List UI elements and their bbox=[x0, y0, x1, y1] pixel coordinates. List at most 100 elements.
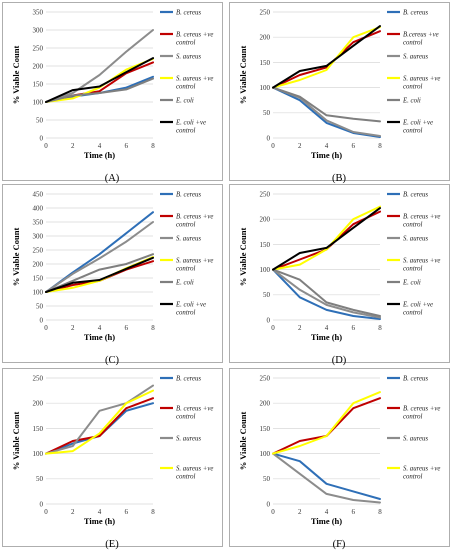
legend-label: B. cereus +ve bbox=[176, 214, 213, 221]
y-tick-label: 50 bbox=[263, 109, 271, 117]
legend-label: B. cereus bbox=[176, 192, 201, 199]
chart-panel: 0 50 100 150 200 250 0 2 4 6 8 Time (h) % Viable Cou… bbox=[229, 368, 450, 547]
legend-label: S. aureus +ve bbox=[176, 76, 213, 83]
legend-label: S. aureus +ve bbox=[403, 466, 440, 473]
y-tick-label: 150 bbox=[260, 59, 271, 67]
y-tick-label: 200 bbox=[260, 400, 271, 408]
legend-label: E. coli bbox=[402, 280, 421, 287]
x-tick-label: 6 bbox=[352, 508, 356, 516]
y-tick-label: 50 bbox=[36, 475, 44, 483]
legend-label: S. aureus bbox=[176, 54, 201, 61]
y-tick-label: 100 bbox=[260, 450, 271, 458]
chart-panel: 0 50 100 150 200 250 0 2 4 6 8 Time (h) % Viable Cou… bbox=[2, 368, 223, 547]
legend-label: control bbox=[176, 474, 195, 481]
legend-label: E. coli bbox=[175, 98, 194, 105]
y-tick-label: 200 bbox=[260, 216, 271, 224]
panel-label: (A) bbox=[105, 173, 120, 184]
legend-label: control bbox=[403, 310, 422, 317]
x-tick-label: 4 bbox=[325, 324, 329, 332]
legend-label: control bbox=[403, 414, 422, 421]
y-tick-label: 150 bbox=[33, 274, 44, 282]
series-line bbox=[45, 221, 154, 293]
x-axis-label: Time (h) bbox=[84, 332, 115, 342]
legend-label: control bbox=[403, 128, 422, 135]
legend-label: E. coli bbox=[402, 98, 421, 105]
y-tick-label: 200 bbox=[33, 62, 44, 70]
legend-label: B. cereus bbox=[403, 192, 428, 199]
series-line bbox=[272, 452, 381, 500]
series-line bbox=[272, 26, 381, 89]
chart-panel: 0 50 100 150 200 250 0 2 4 6 8 Time (h) % Viable Cou… bbox=[229, 184, 450, 363]
y-tick-label: 0 bbox=[267, 500, 271, 508]
x-tick-label: 0 bbox=[44, 324, 48, 332]
x-tick-label: 2 bbox=[71, 324, 75, 332]
y-tick-label: 250 bbox=[260, 374, 271, 382]
y-tick-label: 50 bbox=[263, 475, 271, 483]
x-tick-label: 0 bbox=[271, 324, 275, 332]
series-line bbox=[272, 205, 381, 271]
x-tick-label: 6 bbox=[125, 142, 129, 150]
legend-label: control bbox=[176, 128, 195, 135]
series-line bbox=[272, 391, 381, 455]
legend-label: S. aureus bbox=[176, 236, 201, 243]
legend-label: B. cereus bbox=[176, 376, 201, 383]
x-tick-label: 0 bbox=[44, 142, 48, 150]
legend-label: S. aureus bbox=[403, 54, 428, 61]
x-tick-label: 2 bbox=[71, 142, 75, 150]
x-tick-label: 0 bbox=[271, 508, 275, 516]
x-tick-label: 8 bbox=[378, 508, 382, 516]
chart-panel: 0 50 100 150 200 250 300 350 400 450 0 2 4 6 8 Time (h)… bbox=[2, 184, 223, 363]
legend-label: B. cereus +ve bbox=[403, 214, 440, 221]
series-line bbox=[45, 389, 154, 455]
x-tick-label: 8 bbox=[151, 324, 155, 332]
legend-label: B. cereus +ve bbox=[403, 406, 440, 413]
legend-label: control bbox=[176, 222, 195, 229]
y-tick-label: 0 bbox=[40, 500, 44, 508]
x-tick-label: 8 bbox=[151, 508, 155, 516]
legend-label: S. aureus +ve bbox=[403, 258, 440, 265]
legend-label: S. aureus bbox=[403, 436, 428, 443]
panel-label: (B) bbox=[332, 173, 347, 184]
legend-label: S. aureus +ve bbox=[176, 466, 213, 473]
x-tick-label: 4 bbox=[98, 324, 102, 332]
y-tick-label: 300 bbox=[33, 232, 44, 240]
x-tick-label: 2 bbox=[71, 508, 75, 516]
y-tick-label: 150 bbox=[260, 241, 271, 249]
series-line bbox=[45, 384, 154, 455]
panel-label: (D) bbox=[332, 355, 347, 366]
series-line bbox=[272, 86, 381, 123]
x-axis-label: Time (h) bbox=[311, 332, 342, 342]
series-line bbox=[272, 25, 381, 89]
legend-label: E. coli +ve bbox=[402, 120, 433, 127]
y-tick-label: 50 bbox=[263, 291, 271, 299]
y-axis-label: % Viable Count bbox=[11, 412, 21, 471]
y-tick-label: 0 bbox=[267, 316, 271, 324]
x-tick-label: 6 bbox=[352, 324, 356, 332]
x-tick-label: 4 bbox=[98, 142, 102, 150]
series-line bbox=[272, 268, 381, 320]
x-tick-label: 2 bbox=[298, 142, 302, 150]
legend-label: B. cereus +ve bbox=[176, 406, 213, 413]
y-tick-label: 350 bbox=[33, 8, 44, 16]
x-tick-label: 4 bbox=[98, 508, 102, 516]
legend-label: control bbox=[176, 266, 195, 273]
panel-frame bbox=[229, 184, 450, 363]
x-axis-label: Time (h) bbox=[84, 150, 115, 160]
legend-label: control bbox=[176, 40, 195, 47]
legend-label: B. cereus bbox=[176, 10, 201, 17]
y-tick-label: 150 bbox=[260, 425, 271, 433]
x-tick-label: 6 bbox=[125, 324, 129, 332]
legend-label: control bbox=[176, 84, 195, 91]
legend-label: S. aureus +ve bbox=[176, 258, 213, 265]
y-axis-label: % Viable Count bbox=[238, 412, 248, 471]
x-axis-label: Time (h) bbox=[311, 150, 342, 160]
series-line bbox=[45, 57, 154, 103]
series-line bbox=[45, 29, 154, 103]
y-axis-label: % Viable Count bbox=[11, 46, 21, 105]
panel-frame bbox=[2, 368, 223, 547]
panel-frame bbox=[229, 2, 450, 181]
y-axis-label: % Viable Count bbox=[238, 228, 248, 287]
series-line bbox=[272, 268, 381, 319]
x-tick-label: 8 bbox=[378, 142, 382, 150]
series-line bbox=[45, 397, 154, 455]
